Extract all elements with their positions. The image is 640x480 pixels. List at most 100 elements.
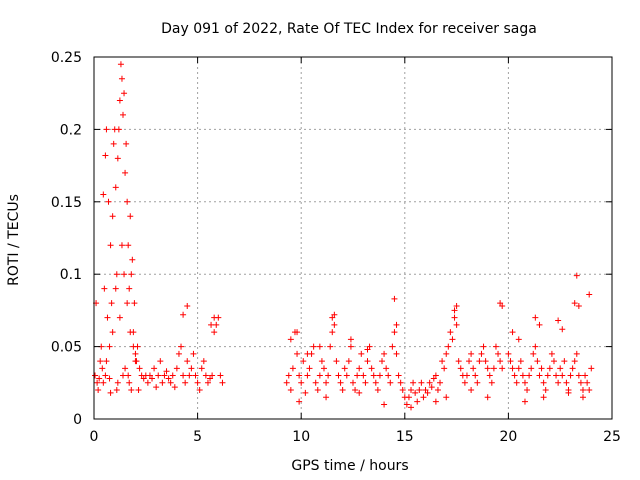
- data-point: [453, 303, 460, 310]
- data-point: [92, 372, 99, 379]
- data-point: [350, 379, 356, 386]
- data-point: [310, 343, 317, 350]
- data-point: [486, 372, 493, 379]
- data-point: [122, 169, 129, 176]
- data-point: [586, 291, 593, 298]
- data-point: [103, 126, 110, 133]
- data-point: [509, 329, 516, 336]
- data-point: [129, 256, 136, 263]
- data-point: [335, 372, 342, 379]
- data-point: [530, 350, 537, 357]
- data-point: [320, 365, 327, 372]
- data-point: [323, 394, 330, 401]
- data-point: [579, 394, 586, 401]
- data-point: [157, 358, 164, 365]
- data-point: [124, 300, 131, 307]
- data-point: [171, 384, 178, 391]
- data-point: [316, 343, 323, 350]
- data-point: [102, 152, 109, 159]
- data-point: [151, 365, 158, 372]
- data-point: [184, 303, 191, 310]
- data-point: [329, 329, 336, 336]
- data-point: [490, 365, 497, 372]
- data-point: [100, 379, 107, 386]
- data-point: [114, 155, 121, 162]
- data-point: [347, 343, 354, 350]
- data-point: [455, 358, 462, 365]
- data-point: [393, 350, 400, 357]
- data-point: [499, 365, 506, 372]
- data-point: [463, 372, 470, 379]
- data-point: [283, 379, 290, 386]
- data-point: [532, 343, 539, 350]
- x-tick-label: 0: [90, 429, 99, 445]
- data-point: [153, 384, 160, 391]
- x-tick-label: 15: [396, 429, 414, 445]
- data-point: [302, 389, 309, 396]
- data-point: [202, 372, 209, 379]
- data-point: [95, 387, 102, 394]
- data-point: [364, 358, 371, 365]
- data-point: [555, 317, 562, 324]
- data-point: [383, 365, 390, 372]
- data-point: [190, 350, 197, 357]
- data-point: [474, 379, 481, 386]
- data-point: [557, 365, 564, 372]
- data-point: [381, 350, 388, 357]
- data-point: [443, 394, 450, 401]
- data-point: [565, 389, 572, 396]
- data-point: [372, 379, 379, 386]
- data-point: [538, 365, 545, 372]
- data-point: [209, 372, 216, 379]
- data-point: [124, 198, 131, 205]
- data-point: [314, 387, 321, 394]
- data-point: [385, 372, 392, 379]
- y-tick-label: 0.25: [51, 50, 82, 66]
- data-point: [175, 350, 182, 357]
- y-tick-label: 0.2: [60, 122, 82, 138]
- plot-frame: [93, 56, 613, 420]
- data-point: [126, 379, 133, 386]
- data-point: [204, 379, 211, 386]
- data-point: [468, 387, 475, 394]
- data-point: [443, 350, 450, 357]
- data-point: [132, 350, 139, 357]
- data-point: [94, 379, 101, 386]
- data-point: [101, 285, 108, 292]
- data-point: [484, 394, 491, 401]
- data-point: [127, 213, 134, 220]
- data-point: [575, 372, 582, 379]
- data-point: [553, 372, 560, 379]
- data-point: [108, 300, 115, 307]
- data-point: [447, 329, 454, 336]
- data-point: [304, 350, 311, 357]
- data-point: [428, 384, 435, 391]
- data-point: [131, 300, 138, 307]
- data-point: [112, 285, 119, 292]
- data-point: [426, 379, 433, 386]
- data-point: [546, 365, 553, 372]
- data-point: [451, 314, 458, 321]
- data-point: [165, 375, 172, 382]
- data-point: [461, 379, 468, 386]
- data-point: [472, 372, 479, 379]
- y-axis-label: ROTI / TECUs: [6, 194, 22, 286]
- y-tick-label: 0.1: [60, 267, 82, 283]
- data-point: [316, 372, 323, 379]
- data-point: [285, 372, 292, 379]
- data-point: [159, 379, 166, 386]
- data-point: [445, 343, 452, 350]
- data-point: [113, 387, 120, 394]
- data-point: [163, 368, 170, 375]
- data-point: [509, 365, 516, 372]
- data-point: [109, 329, 116, 336]
- data-point: [370, 372, 377, 379]
- data-point: [333, 358, 340, 365]
- data-point: [374, 387, 381, 394]
- data-point: [304, 372, 311, 379]
- data-point: [194, 379, 201, 386]
- data-point: [588, 365, 595, 372]
- data-point: [110, 140, 117, 147]
- data-point: [586, 387, 593, 394]
- data-point: [155, 372, 162, 379]
